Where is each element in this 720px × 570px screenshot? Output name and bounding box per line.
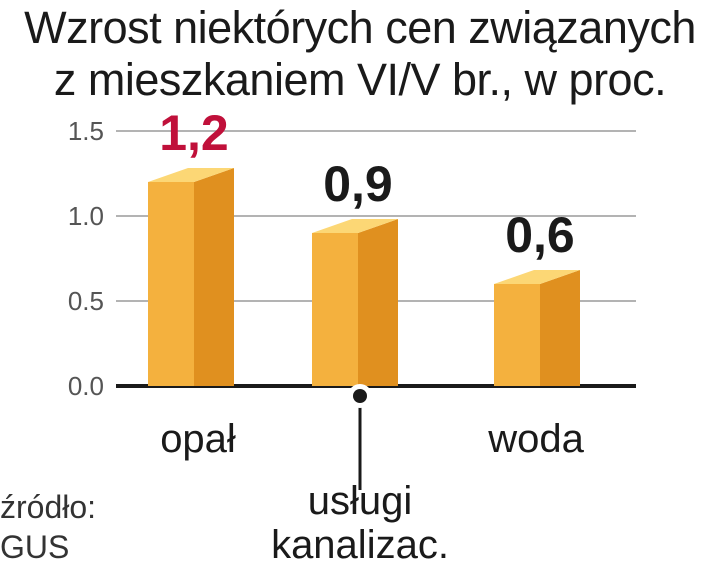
bar-top-0	[148, 168, 234, 182]
category-label: kanalizac.	[271, 523, 449, 567]
category-label: woda	[487, 417, 584, 461]
bar-top-2	[494, 270, 580, 284]
bar-side-2	[540, 270, 580, 386]
source-label: źródło:	[0, 489, 96, 525]
bar-side-0	[194, 168, 234, 386]
source-value: GUS	[0, 529, 69, 565]
category-pointer-dot	[353, 389, 367, 403]
value-label: 1,2	[159, 105, 229, 161]
bar-side-1	[358, 219, 398, 386]
y-tick-label: 0.5	[68, 286, 104, 316]
y-tick-label: 0.0	[68, 371, 104, 401]
y-tick-label: 1.5	[68, 116, 104, 146]
bar-top-1	[312, 219, 398, 233]
bar-front-1	[312, 233, 358, 386]
category-label: usługi	[308, 479, 413, 523]
chart-title-line-1: Wzrost niektórych cen związanych	[24, 2, 696, 53]
bar-front-0	[148, 182, 194, 386]
value-label: 0,9	[323, 156, 393, 212]
bar-front-2	[494, 284, 540, 386]
chart-title-line-2: z mieszkaniem VI/V br., w proc.	[53, 54, 667, 105]
category-label: opał	[160, 417, 236, 461]
y-tick-label: 1.0	[68, 201, 104, 231]
value-label: 0,6	[505, 207, 575, 263]
